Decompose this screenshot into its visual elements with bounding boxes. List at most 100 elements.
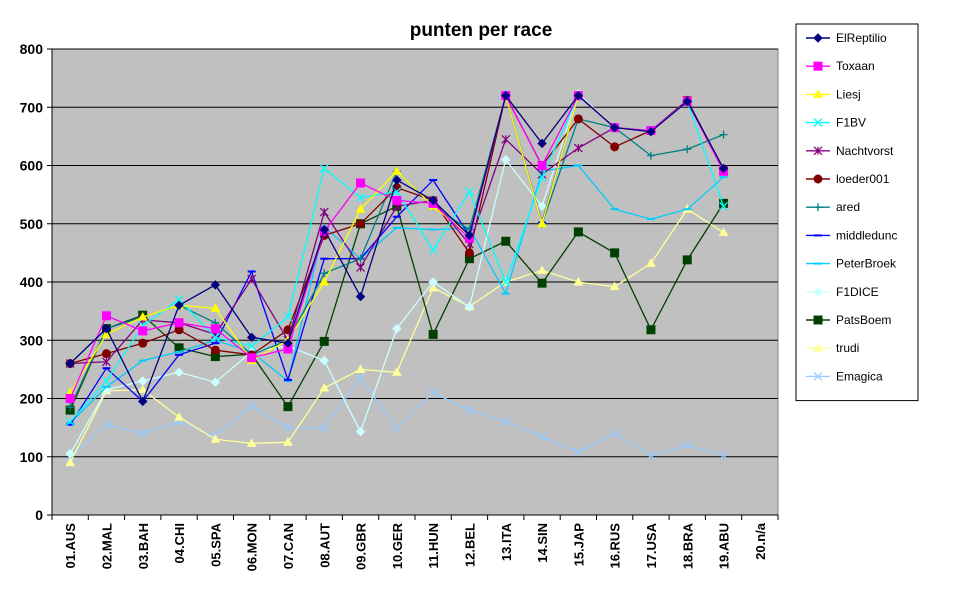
data-point xyxy=(573,227,583,237)
data-point xyxy=(682,96,692,107)
legend-item-f1dice: F1DICE xyxy=(806,285,879,299)
data-point xyxy=(537,172,547,182)
data-point xyxy=(718,227,729,236)
data-point xyxy=(319,355,329,366)
legend-label: F1BV xyxy=(836,116,866,130)
x-tick-label: 01.AUS xyxy=(63,523,78,569)
data-point xyxy=(66,403,75,412)
data-point xyxy=(392,323,402,334)
y-tick-label: 600 xyxy=(20,158,44,174)
data-point xyxy=(65,449,75,459)
legend-item-f1bv: F1BV xyxy=(806,116,866,130)
data-point xyxy=(138,338,148,348)
data-point xyxy=(464,405,474,415)
data-point xyxy=(501,90,511,101)
data-point xyxy=(319,383,330,392)
data-point xyxy=(138,326,148,336)
y-tick-label: 300 xyxy=(20,332,44,348)
x-tick-label: 06.MON xyxy=(245,523,260,571)
data-point xyxy=(283,312,293,322)
x-tick-label: 02.MAL xyxy=(99,523,114,569)
legend-item-liesj: Liesj xyxy=(806,87,861,101)
data-point xyxy=(355,364,366,373)
x-tick-label: 07.CAN xyxy=(281,523,296,569)
data-point xyxy=(464,302,475,312)
data-point xyxy=(319,276,330,286)
data-point xyxy=(609,281,620,291)
data-point xyxy=(392,195,402,205)
data-point xyxy=(718,163,729,174)
data-point xyxy=(428,195,438,206)
data-point xyxy=(610,428,620,438)
legend-marker xyxy=(813,118,823,128)
y-tick-label: 200 xyxy=(20,391,44,407)
data-point xyxy=(246,332,257,343)
data-point xyxy=(283,338,293,348)
data-point xyxy=(137,384,148,394)
data-point xyxy=(464,248,474,258)
data-point xyxy=(65,394,75,403)
legend-item-loeder001: loeder001 xyxy=(806,172,890,186)
x-tick-label: 13.ITA xyxy=(499,522,514,561)
data-point xyxy=(356,263,365,272)
data-point xyxy=(210,324,220,334)
data-point xyxy=(101,323,112,334)
data-point xyxy=(65,358,75,369)
data-point xyxy=(392,175,402,185)
legend-item-middledunc: middledunc xyxy=(806,228,897,242)
data-point xyxy=(102,357,111,367)
data-point xyxy=(101,420,111,430)
data-point xyxy=(537,431,547,441)
plot-area: 0 100 200 300 400 500 600 700 800 01.AUS 02.MAL 03.… xyxy=(20,41,779,571)
legend-label: trudi xyxy=(836,341,859,355)
data-point xyxy=(537,201,547,211)
data-point xyxy=(646,325,656,335)
data-point xyxy=(319,207,329,217)
x-tick-label: 12.BEL xyxy=(462,523,477,567)
x-tick-label: 03.BAH xyxy=(136,523,151,569)
data-point xyxy=(138,376,148,386)
data-point xyxy=(537,218,547,228)
x-tick-label: 15.JAP xyxy=(571,523,586,567)
legend-label: Nachtvorst xyxy=(836,144,894,158)
data-point xyxy=(210,345,220,355)
data-point xyxy=(319,336,329,346)
data-point xyxy=(573,90,584,101)
data-point xyxy=(428,277,438,287)
data-point xyxy=(573,276,584,286)
data-point xyxy=(682,440,692,450)
data-point xyxy=(501,417,511,427)
legend-marker xyxy=(813,315,823,325)
data-point xyxy=(210,332,220,342)
x-tick-label: 08.AUT xyxy=(317,523,332,568)
chart-title: punten per race xyxy=(410,20,553,41)
legend-marker xyxy=(813,89,823,98)
legend-marker xyxy=(813,343,823,352)
x-tick-label: 20.n/a xyxy=(753,522,768,560)
legend-marker xyxy=(813,371,823,381)
data-point xyxy=(283,402,293,412)
data-point xyxy=(719,198,729,208)
data-point xyxy=(392,424,402,434)
data-point xyxy=(101,349,111,359)
data-point xyxy=(428,245,438,255)
y-tick-label: 100 xyxy=(20,449,44,465)
data-point xyxy=(138,428,148,438)
data-point xyxy=(246,438,257,447)
y-tick-label: 0 xyxy=(35,507,43,523)
data-point xyxy=(646,258,656,267)
legend-label: ared xyxy=(836,200,860,214)
data-point xyxy=(210,377,221,387)
data-point xyxy=(101,376,111,386)
data-point xyxy=(719,451,729,461)
legend-label: Liesj xyxy=(836,87,861,101)
x-tick-label: 16.RUS xyxy=(608,523,623,569)
data-point xyxy=(356,219,366,229)
legend-item-trudi: trudi xyxy=(806,341,859,355)
data-point xyxy=(573,143,583,153)
y-tick-label: 500 xyxy=(20,216,44,232)
y-tick-label: 400 xyxy=(20,274,44,290)
legend-marker xyxy=(814,203,822,212)
legend-marker xyxy=(813,61,823,71)
